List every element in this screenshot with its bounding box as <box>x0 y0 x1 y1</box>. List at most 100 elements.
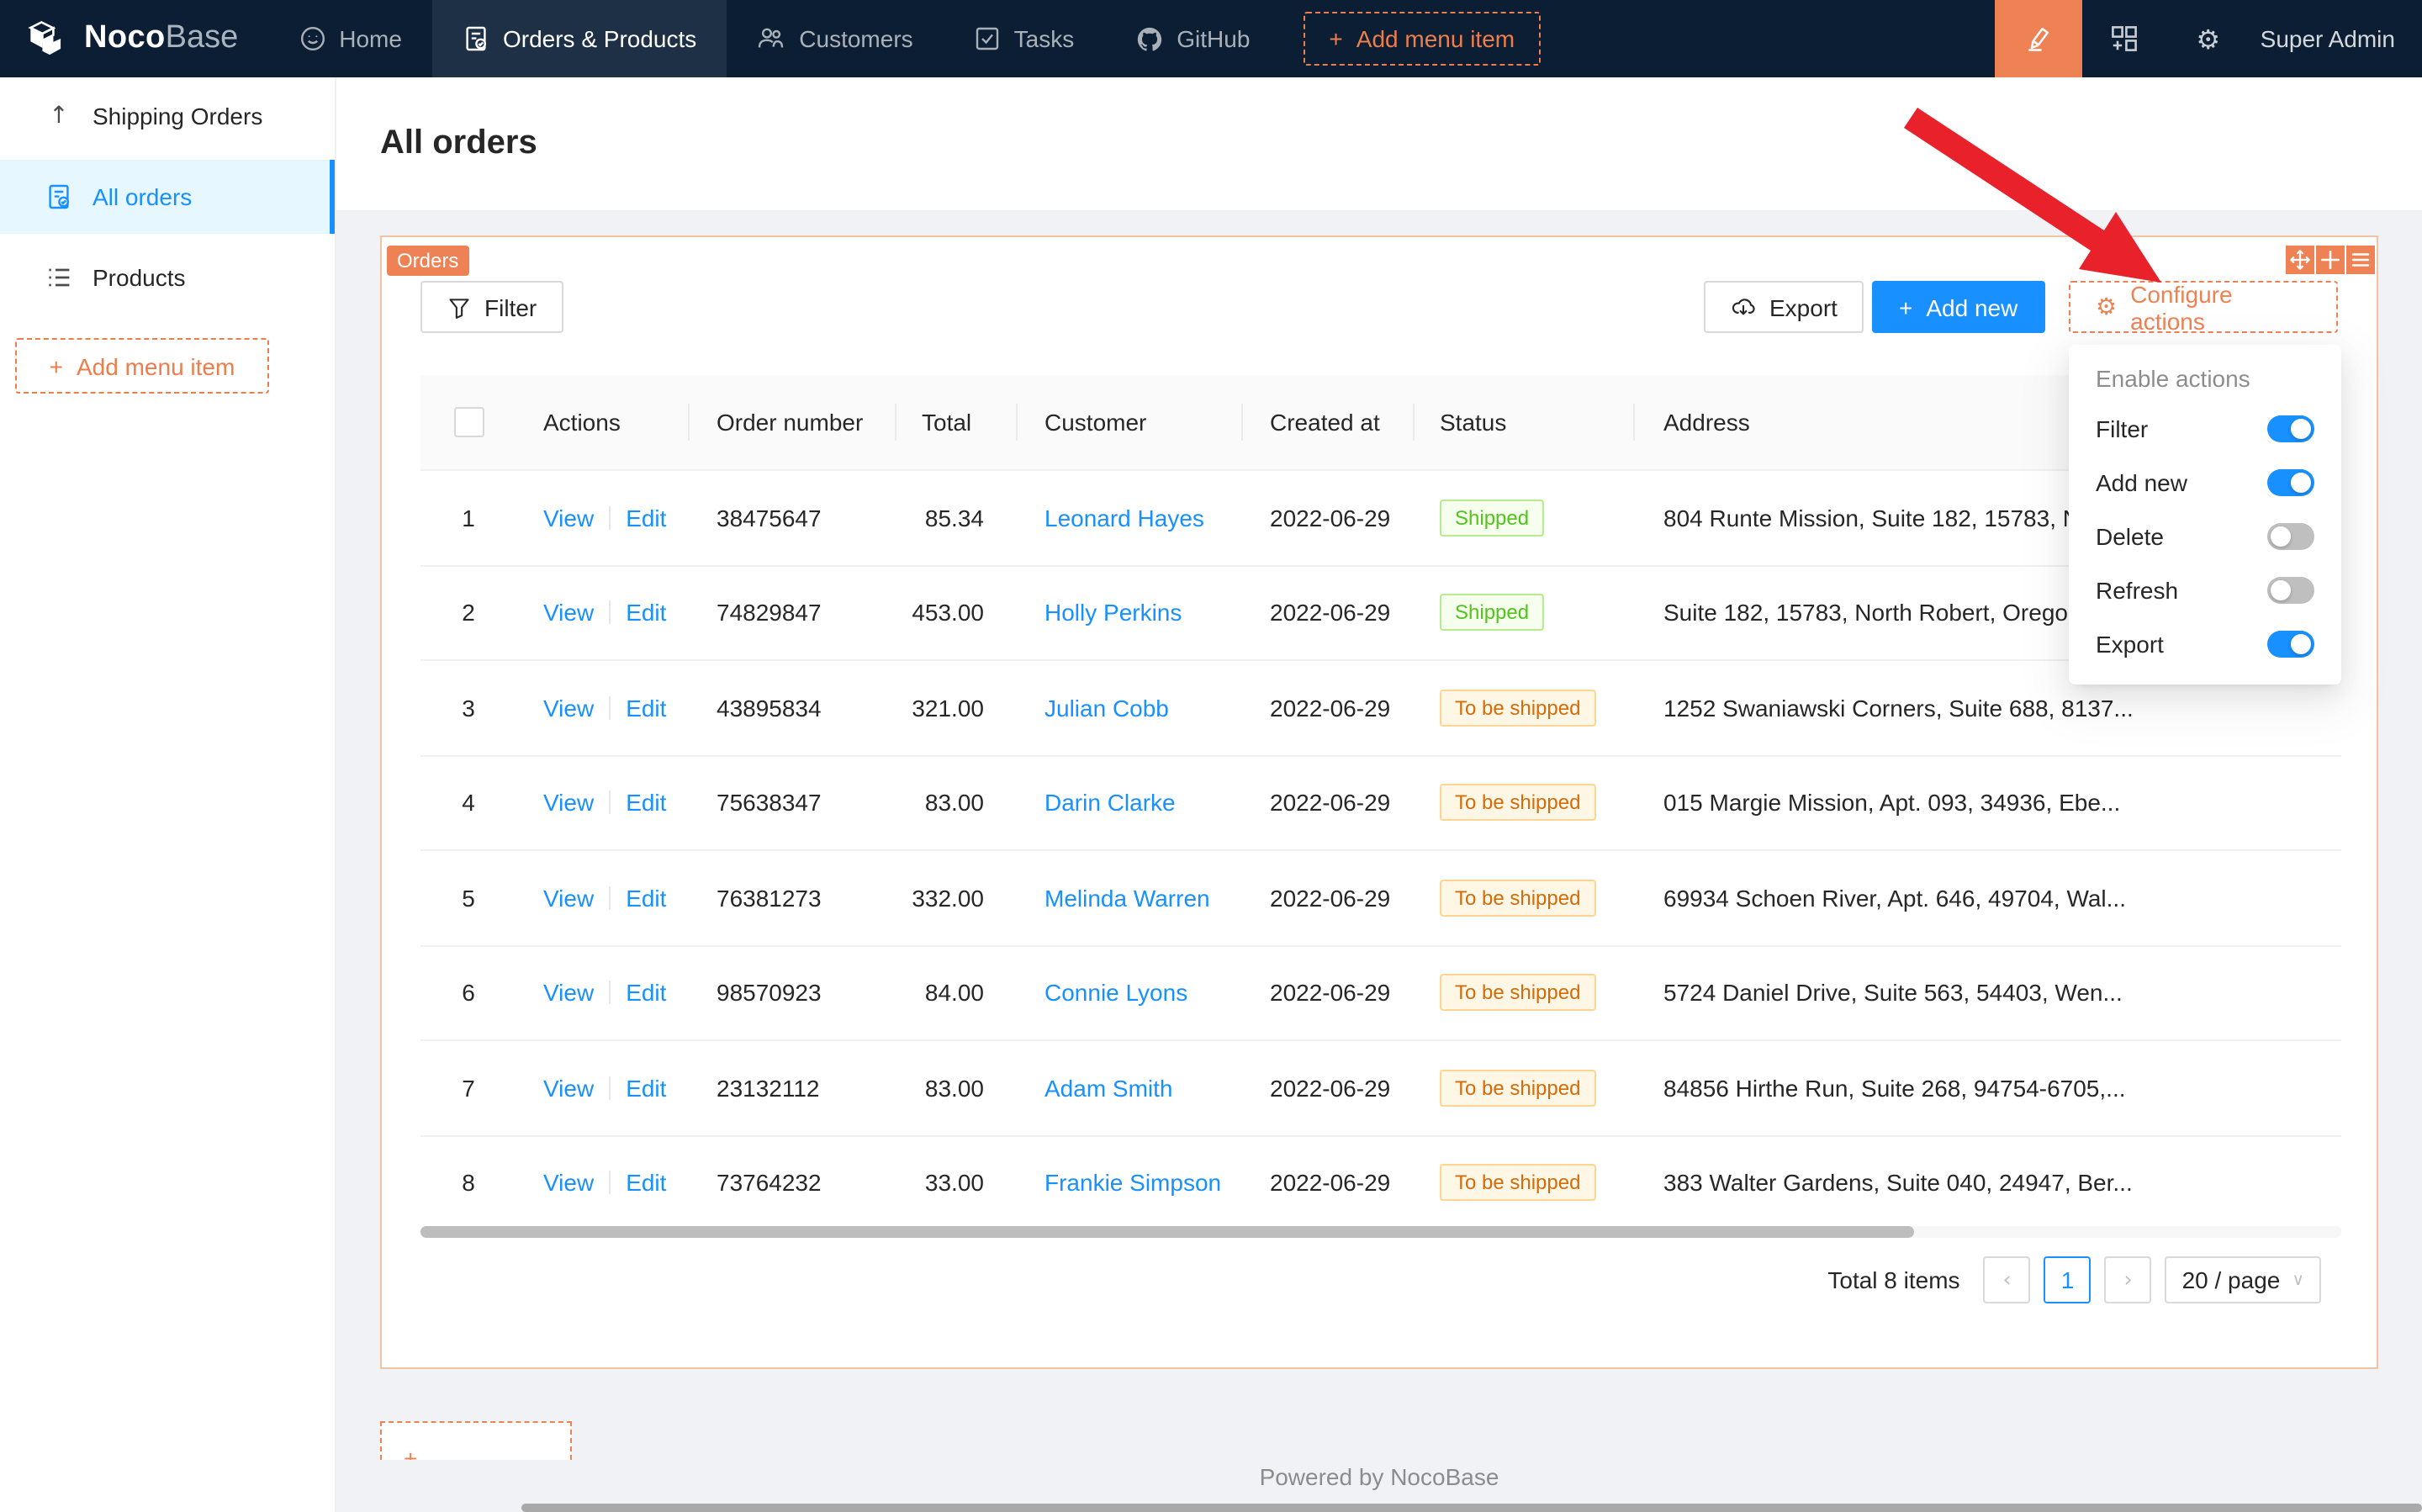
created-at-cell: 2022-06-29 <box>1241 660 1413 756</box>
sidebar-add-menu-item-button[interactable]: + Add menu item <box>15 338 269 394</box>
export-button[interactable]: Export <box>1704 281 1864 333</box>
total-cell: 83.00 <box>895 755 1016 851</box>
scrollbar-thumb[interactable] <box>420 1226 1914 1238</box>
plus-icon: + <box>1899 293 1913 320</box>
nav-item-orders-products[interactable]: Orders & Products <box>431 0 727 77</box>
nav-item-home[interactable]: Home <box>268 0 432 77</box>
sidebar-item-products[interactable]: Products <box>0 241 335 315</box>
customer-link[interactable]: Melinda Warren <box>1044 884 1210 912</box>
edit-link[interactable]: Edit <box>626 979 667 1007</box>
customer-link[interactable]: Darin Clarke <box>1044 789 1176 817</box>
add-block-button[interactable]: + Add block <box>380 1421 572 1460</box>
view-link[interactable]: View <box>543 504 595 531</box>
top-navbar: NocoBase Home <box>0 0 2422 77</box>
toggle-switch[interactable] <box>2267 469 2314 496</box>
brand[interactable]: NocoBase <box>0 0 268 77</box>
view-link[interactable]: View <box>543 1074 595 1102</box>
enable-action-item[interactable]: Add new <box>2069 456 2341 510</box>
customer-link[interactable]: Leonard Hayes <box>1044 504 1204 531</box>
orders-block: Orders <box>380 235 2378 1369</box>
pagination-prev-button[interactable]: ‹ <box>1983 1256 2031 1303</box>
view-link[interactable]: View <box>543 884 595 912</box>
col-header-actions: Actions <box>516 375 688 471</box>
enable-action-item[interactable]: Export <box>2069 617 2341 671</box>
order-number-cell: 74829847 <box>688 565 895 661</box>
row-index: 3 <box>462 694 475 722</box>
github-icon <box>1134 24 1163 53</box>
settings-button[interactable]: ⚙ <box>2166 0 2250 77</box>
sidebar-item-shipping-orders[interactable]: ↑ Shipping Orders <box>0 79 335 153</box>
tasks-check-square-icon <box>974 25 1001 52</box>
add-new-button[interactable]: + Add new <box>1872 281 2045 333</box>
view-link[interactable]: View <box>543 789 595 817</box>
page-size-select[interactable]: 20 / page ∨ <box>2165 1256 2321 1303</box>
table-row: 1 View Edit 38475647 85.34 Leonard Hayes … <box>420 470 2341 566</box>
enable-action-item[interactable]: Refresh <box>2069 563 2341 617</box>
enable-action-label: Delete <box>2096 523 2164 550</box>
navbar-add-menu-item-button[interactable]: + Add menu item <box>1304 12 1541 66</box>
enable-action-item[interactable]: Filter <box>2069 402 2341 456</box>
created-at-cell: 2022-06-29 <box>1241 945 1413 1041</box>
toggle-switch[interactable] <box>2267 523 2314 550</box>
nav-item-customers[interactable]: Customers <box>727 0 943 77</box>
edit-link[interactable]: Edit <box>626 504 667 531</box>
customer-link[interactable]: Connie Lyons <box>1044 979 1188 1007</box>
block-menu-icon[interactable] <box>2346 246 2375 274</box>
order-number-cell: 43895834 <box>688 660 895 756</box>
plugins-button[interactable] <box>2082 0 2166 77</box>
window-horizontal-scrollbar[interactable] <box>521 1504 2422 1512</box>
toggle-switch[interactable] <box>2267 631 2314 658</box>
navbar-right: ⚙ Super Admin <box>1994 0 2422 77</box>
table-row: 5 View Edit 76381273 332.00 Melinda Warre… <box>420 850 2341 946</box>
edit-link[interactable]: Edit <box>626 694 667 722</box>
status-badge: To be shipped <box>1440 784 1596 822</box>
enable-action-label: Filter <box>2096 415 2149 442</box>
pagination-next-button[interactable]: › <box>2104 1256 2152 1303</box>
nav-item-github[interactable]: GitHub <box>1104 0 1280 77</box>
customers-icon <box>757 25 785 52</box>
edit-link[interactable]: Edit <box>626 789 667 817</box>
row-index: 4 <box>462 789 475 817</box>
view-link[interactable]: View <box>543 694 595 722</box>
order-number-cell: 76381273 <box>688 850 895 946</box>
plugin-grid-icon <box>2111 25 2138 52</box>
select-all-checkbox[interactable] <box>453 407 484 438</box>
filter-button[interactable]: Filter <box>420 281 564 333</box>
add-block-icon[interactable] <box>2316 246 2345 274</box>
customer-link[interactable]: Adam Smith <box>1044 1074 1173 1102</box>
status-badge: To be shipped <box>1440 1069 1596 1107</box>
drag-handle-icon[interactable] <box>2286 246 2314 274</box>
configure-actions-button[interactable]: ⚙ Configure actions <box>2069 280 2338 334</box>
table-horizontal-scrollbar[interactable] <box>420 1226 2341 1238</box>
total-cell: 83.00 <box>895 1040 1016 1136</box>
cloud-download-icon <box>1731 294 1756 320</box>
ui-editor-button[interactable] <box>1994 0 2082 77</box>
enable-action-label: Export <box>2096 631 2164 658</box>
sidebar-item-all-orders[interactable]: All orders <box>0 160 335 234</box>
row-index: 7 <box>462 1074 475 1102</box>
toggle-switch[interactable] <box>2267 415 2314 442</box>
action-divider <box>609 886 611 910</box>
enable-action-item[interactable]: Delete <box>2069 510 2341 563</box>
view-link[interactable]: View <box>543 1169 595 1197</box>
edit-link[interactable]: Edit <box>626 599 667 626</box>
address-cell: 383 Walter Gardens, Suite 040, 24947, Be… <box>1633 1135 2341 1231</box>
gear-icon: ⚙ <box>2196 23 2220 55</box>
user-menu[interactable]: Super Admin <box>2260 25 2395 52</box>
status-badge: To be shipped <box>1440 879 1596 917</box>
view-link[interactable]: View <box>543 979 595 1007</box>
nav-item-tasks[interactable]: Tasks <box>944 0 1105 77</box>
customer-link[interactable]: Frankie Simpson <box>1044 1169 1222 1197</box>
edit-link[interactable]: Edit <box>626 1074 667 1102</box>
edit-link[interactable]: Edit <box>626 1169 667 1197</box>
toggle-switch[interactable] <box>2267 577 2314 604</box>
table-row: 8 View Edit 73764232 33.00 Frankie Simpso… <box>420 1135 2341 1231</box>
customer-link[interactable]: Julian Cobb <box>1044 694 1169 722</box>
view-link[interactable]: View <box>543 599 595 626</box>
customer-link[interactable]: Holly Perkins <box>1044 599 1182 626</box>
order-number-cell: 75638347 <box>688 755 895 851</box>
pagination-page-1[interactable]: 1 <box>2044 1256 2091 1303</box>
enable-action-label: Add new <box>2096 469 2187 496</box>
edit-link[interactable]: Edit <box>626 884 667 912</box>
